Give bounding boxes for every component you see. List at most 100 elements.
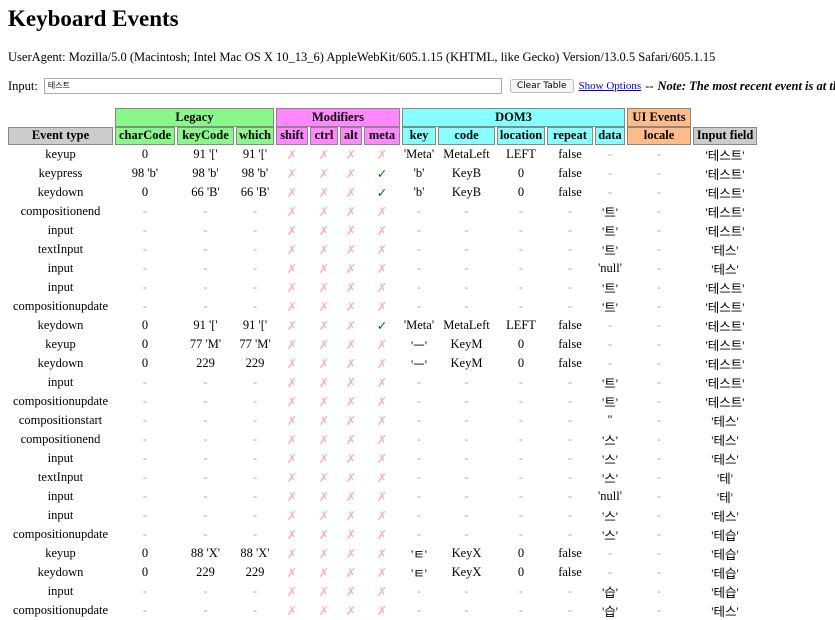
cell: ✗ (318, 299, 330, 314)
cell: - (567, 527, 573, 541)
cell: - (142, 432, 148, 446)
cell: - (518, 470, 524, 484)
cell: textInput (37, 242, 84, 256)
cell: - (464, 584, 469, 598)
cell: '테스트' (705, 396, 745, 410)
cell: - (567, 508, 573, 522)
options-link[interactable]: Show Options (578, 80, 642, 92)
cell: ✗ (345, 394, 357, 409)
spacer (8, 108, 113, 127)
event-row: input - - - ✗ ✗ ✗ ✗ - - - - 'null' - '테' (8, 487, 757, 506)
cell: - (203, 204, 208, 218)
cell: - (203, 299, 208, 313)
cell: ✗ (318, 185, 330, 200)
cell: - (252, 508, 258, 522)
cell: ✗ (376, 527, 388, 542)
cell: '테스트' (705, 225, 745, 239)
cell: input (47, 223, 74, 237)
cell: - (464, 413, 469, 427)
cell: - (203, 603, 208, 617)
event-row: input - - - ✗ ✗ ✗ ✗ - - - - '스' - '테스' (8, 449, 757, 468)
cell: - (656, 337, 662, 351)
cell: KeyX (451, 565, 482, 579)
cell: false (558, 546, 582, 560)
cell: input (47, 489, 74, 503)
cell: ✗ (318, 280, 330, 295)
cell: - (656, 451, 662, 465)
column-header: shift (276, 126, 308, 145)
group-header: Modifiers (276, 108, 400, 127)
cell: ✗ (286, 166, 298, 181)
cell: - (464, 451, 469, 465)
cell: 'ㅌ' (410, 567, 427, 581)
cell: 91 '[' (193, 318, 218, 332)
cell: ✗ (286, 204, 298, 219)
cell: - (416, 280, 422, 294)
cell: ✓ (376, 185, 388, 200)
cell: - (252, 375, 258, 389)
event-row: compositionupdate - - - ✗ ✗ ✗ ✗ - - - - '트' - '테스트' (8, 297, 757, 316)
cell: - (567, 489, 573, 503)
cell: - (518, 280, 524, 294)
cell: '트' (601, 377, 618, 391)
event-row: keydown 0 91 '[' 91 '[' ✗ ✗ ✗ ✓ 'Meta' MetaLeft LE… (8, 316, 757, 335)
cell: ✗ (286, 432, 298, 447)
event-row: input - - - ✗ ✗ ✗ ✗ - - - - '습' - '테습' (8, 582, 757, 601)
cell: - (518, 451, 524, 465)
column-header: location (497, 126, 545, 145)
cell: - (252, 527, 258, 541)
cell: '테스트' (705, 339, 745, 353)
cell: - (656, 413, 662, 427)
cell: 229 (245, 565, 265, 579)
cell: 0 (141, 565, 149, 579)
cell: - (142, 299, 148, 313)
cell: ✓ (376, 318, 388, 333)
cell: ✗ (286, 318, 298, 333)
cell: - (567, 223, 573, 237)
event-row: input - - - ✗ ✗ ✗ ✗ - - - - 'null' - '테스' (8, 259, 757, 278)
cell: ✗ (345, 432, 357, 447)
cell: '스' (601, 529, 618, 543)
cell: ✗ (286, 527, 298, 542)
cell: ✗ (318, 204, 330, 219)
cell: - (142, 527, 148, 541)
event-row: input - - - ✗ ✗ ✗ ✗ - - - - '트' - '테스트' (8, 278, 757, 297)
cell: - (416, 527, 422, 541)
cell: ✗ (345, 280, 357, 295)
event-row: keyup 0 91 '[' 91 '[' ✗ ✗ ✗ ✗ 'Meta' MetaLeft LEFT… (8, 145, 757, 164)
cell: - (464, 223, 469, 237)
group-header: Legacy (115, 108, 274, 127)
cell: ✗ (286, 470, 298, 485)
cell: - (656, 546, 662, 560)
text-input[interactable]: 테스트 (43, 78, 502, 94)
cell: 91 '[' (242, 147, 268, 161)
cell: - (142, 413, 148, 427)
cell: - (203, 470, 208, 484)
cell: 0 (141, 318, 149, 332)
cell: 'ㅡ' (410, 358, 427, 372)
cell: ✗ (345, 337, 357, 352)
cell: 'b' (413, 166, 425, 180)
cell: ✗ (318, 261, 330, 276)
cell: ✗ (286, 242, 298, 257)
clear-button[interactable]: Clear Table (509, 79, 574, 93)
cell: ✓ (376, 166, 388, 181)
cell: ✗ (318, 166, 330, 181)
cell: ✗ (286, 375, 298, 390)
cell: 0 (141, 185, 149, 199)
cell: - (656, 299, 662, 313)
cell: ✗ (376, 242, 388, 257)
cell: - (203, 394, 208, 408)
cell: false (558, 185, 582, 199)
cell: - (518, 489, 524, 503)
cell: ✗ (318, 356, 330, 371)
cell: compositionupdate (12, 527, 109, 541)
cell: ✗ (286, 261, 298, 276)
cell: ✗ (376, 565, 388, 580)
cell: ✗ (345, 546, 357, 561)
page: Keyboard Events UserAgent: Mozilla/5.0 (… (8, 6, 835, 619)
cell: - (464, 394, 469, 408)
cell: - (416, 204, 422, 218)
cell: ✗ (376, 546, 388, 561)
cell: - (142, 451, 148, 465)
